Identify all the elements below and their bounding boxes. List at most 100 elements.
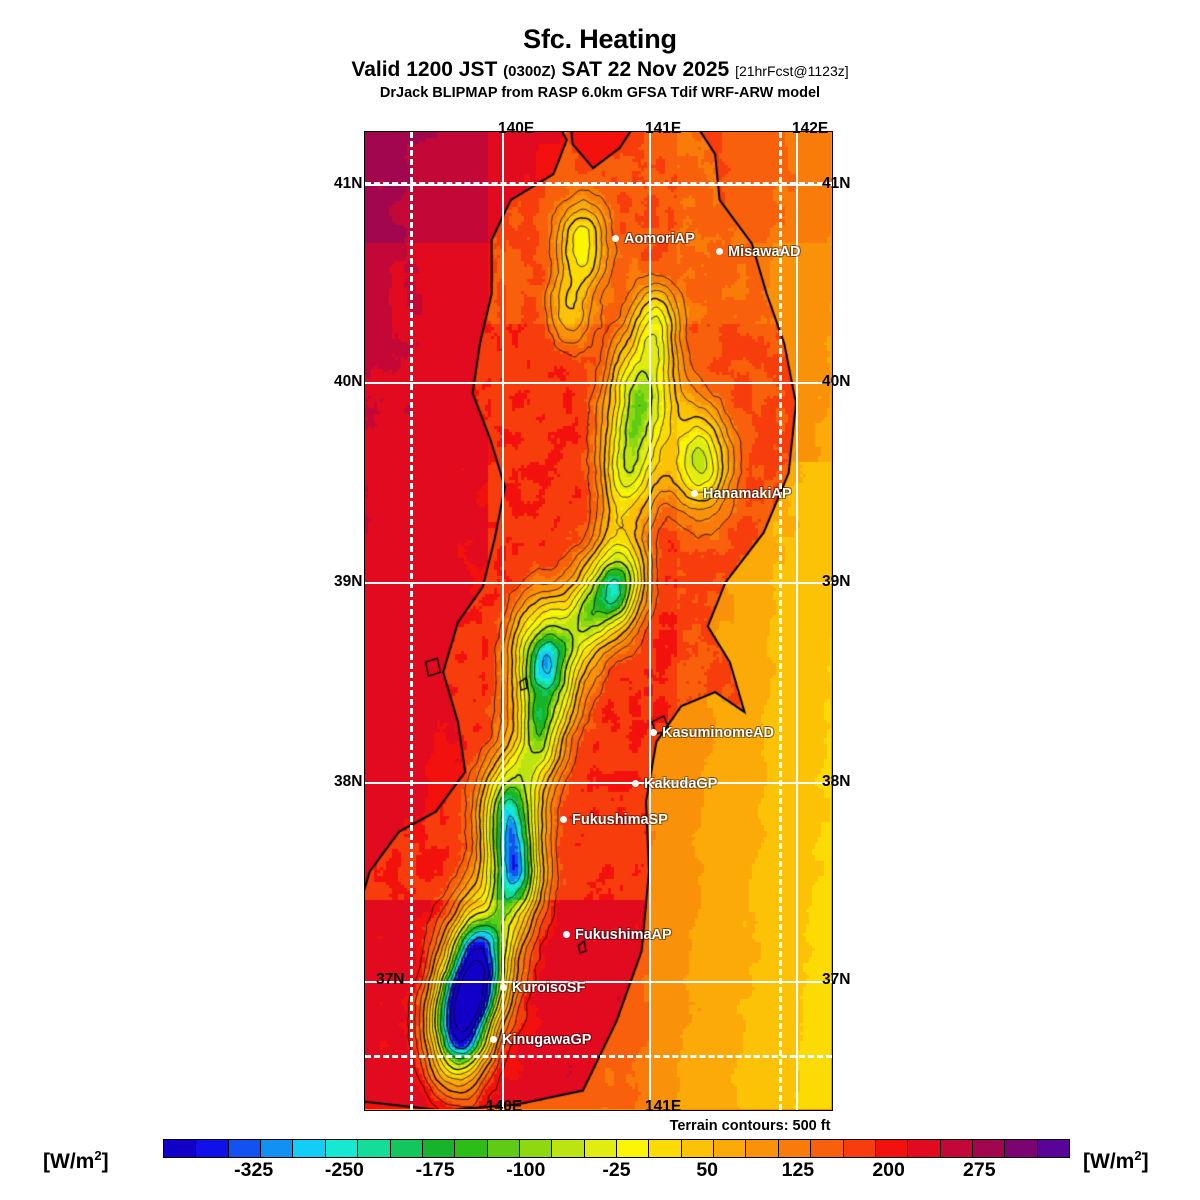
colorbar-tick: 125: [781, 1159, 815, 1181]
station-dot-icon: [691, 490, 698, 498]
unit-right-bracket: ]: [1141, 1150, 1149, 1173]
unit-left-text: [W/m: [43, 1150, 95, 1173]
forecast-tag: [21hrFcst@1123z]: [735, 63, 849, 79]
colorbar-swatch[interactable]: [552, 1140, 585, 1157]
station-dot-icon: [490, 1036, 497, 1044]
colorbar-swatch[interactable]: [358, 1140, 391, 1157]
colorbar-tick: -325: [234, 1159, 274, 1181]
lat-tick-left-41: 41N: [334, 175, 363, 192]
colorbar-swatch[interactable]: [519, 1140, 553, 1157]
lon-tick-top-142: 142E: [792, 120, 829, 137]
colorbar-tick: -175: [415, 1159, 455, 1181]
colorbar-swatch[interactable]: [746, 1140, 779, 1157]
lat-tick-right-39: 39N: [822, 573, 851, 590]
colorbar-unit-right: [W/m2]: [1083, 1148, 1149, 1174]
colorbar-swatch[interactable]: [228, 1140, 262, 1157]
terrain-contour-note: Terrain contours: 500 ft: [669, 1118, 831, 1134]
colorbar-swatches[interactable]: [163, 1139, 1070, 1158]
station-marker[interactable]: KinugawaGP: [490, 1031, 591, 1049]
colorbar-swatch[interactable]: [875, 1140, 909, 1157]
valid-time-utc: (0300Z): [503, 63, 556, 80]
colorbar-swatch[interactable]: [972, 1140, 1006, 1157]
lat-tick-right-38: 38N: [822, 773, 851, 790]
gridline-lon-141: [649, 132, 651, 1110]
station-dot-icon: [612, 235, 619, 243]
gridline-lon-142: [796, 132, 798, 1110]
lon-tick-bottom-141: 141E: [645, 1098, 682, 1115]
valid-time-line: Valid 1200 JST (0300Z) SAT 22 Nov 2025 […: [0, 58, 1200, 82]
lat-tick-left-38: 38N: [334, 773, 363, 790]
colorbar-swatch[interactable]: [455, 1140, 488, 1157]
gridline-lat-38: [365, 782, 832, 784]
station-marker[interactable]: KuroisoSF: [500, 979, 585, 997]
colorbar-tick: -25: [602, 1159, 631, 1181]
station-label: AomoriAP: [624, 230, 695, 247]
colorbar-swatch[interactable]: [196, 1140, 229, 1157]
station-marker[interactable]: FukushimaAP: [563, 926, 672, 944]
station-marker[interactable]: AomoriAP: [612, 230, 695, 248]
unit-left-bracket: ]: [101, 1150, 109, 1173]
lat-tick-right-40: 40N: [822, 373, 851, 390]
station-marker[interactable]: KasuminomeAD: [650, 724, 774, 742]
colorbar-swatch[interactable]: [778, 1140, 812, 1157]
colorbar-tick: 50: [696, 1159, 719, 1181]
station-dot-icon: [650, 729, 657, 737]
station-label: KasuminomeAD: [662, 724, 774, 741]
gridline-lat-39: [365, 582, 832, 584]
colorbar-swatch[interactable]: [1005, 1140, 1038, 1157]
surface-heating-raster: [365, 132, 831, 1109]
colorbar-swatch[interactable]: [843, 1140, 876, 1157]
page-title: Sfc. Heating: [523, 24, 677, 54]
station-label: HanamakiAP: [703, 485, 792, 502]
colorbar-swatch[interactable]: [422, 1140, 456, 1157]
colorbar-swatch[interactable]: [390, 1140, 423, 1157]
lon-tick-top-141: 141E: [645, 120, 682, 137]
valid-date: SAT 22 Nov 2025: [561, 58, 730, 81]
station-dot-icon: [560, 816, 567, 824]
unit-right-text: [W/m: [1083, 1150, 1135, 1173]
lat-tick-right-37: 37N: [822, 971, 851, 988]
lat-tick-left-39: 39N: [334, 573, 363, 590]
colorbar-swatch[interactable]: [325, 1140, 359, 1157]
colorbar-swatch[interactable]: [261, 1140, 294, 1157]
colorbar-swatch[interactable]: [940, 1140, 973, 1157]
station-dot-icon: [500, 984, 507, 992]
colorbar-swatch[interactable]: [293, 1140, 326, 1157]
colorbar-swatch[interactable]: [1037, 1140, 1070, 1157]
domain-boundary-right: [779, 132, 782, 1110]
colorbar-tick: 200: [872, 1159, 905, 1181]
unit-right-exponent: 2: [1134, 1148, 1142, 1163]
station-label: MisawaAD: [728, 243, 801, 260]
colorbar-swatch[interactable]: [714, 1140, 747, 1157]
unit-left-exponent: 2: [94, 1148, 102, 1163]
lat-tick-right-41: 41N: [822, 175, 851, 192]
lon-tick-bottom-140: 140E: [486, 1098, 523, 1115]
colorbar-swatch[interactable]: [681, 1140, 715, 1157]
colorbar[interactable]: [163, 1139, 1070, 1158]
colorbar-tick: -100: [506, 1159, 546, 1181]
colorbar-swatch[interactable]: [908, 1140, 941, 1157]
colorbar-unit-left: [W/m2]: [43, 1148, 109, 1174]
station-marker[interactable]: MisawaAD: [716, 243, 801, 261]
colorbar-swatch[interactable]: [487, 1140, 520, 1157]
station-marker[interactable]: HanamakiAP: [691, 485, 792, 503]
colorbar-swatch[interactable]: [649, 1140, 682, 1157]
map-panel[interactable]: [364, 131, 833, 1111]
station-dot-icon: [563, 931, 570, 939]
colorbar-swatch[interactable]: [164, 1140, 197, 1157]
station-marker[interactable]: KakudaGP: [632, 775, 717, 793]
colorbar-swatch[interactable]: [617, 1140, 650, 1157]
lat-tick-left-37: 37N: [376, 971, 405, 988]
gridline-lat-40: [365, 382, 832, 384]
station-label: KuroisoSF: [512, 979, 586, 996]
colorbar-swatch[interactable]: [811, 1140, 844, 1157]
colorbar-tick: 275: [963, 1159, 996, 1181]
station-marker[interactable]: FukushimaSP: [560, 811, 668, 829]
domain-boundary-top: [365, 182, 832, 185]
lon-tick-top-140: 140E: [498, 120, 535, 137]
station-label: FukushimaAP: [575, 926, 672, 943]
station-dot-icon: [716, 248, 723, 256]
colorbar-swatch[interactable]: [584, 1140, 618, 1157]
domain-boundary-bottom: [365, 1055, 832, 1058]
domain-boundary-left: [410, 132, 413, 1110]
